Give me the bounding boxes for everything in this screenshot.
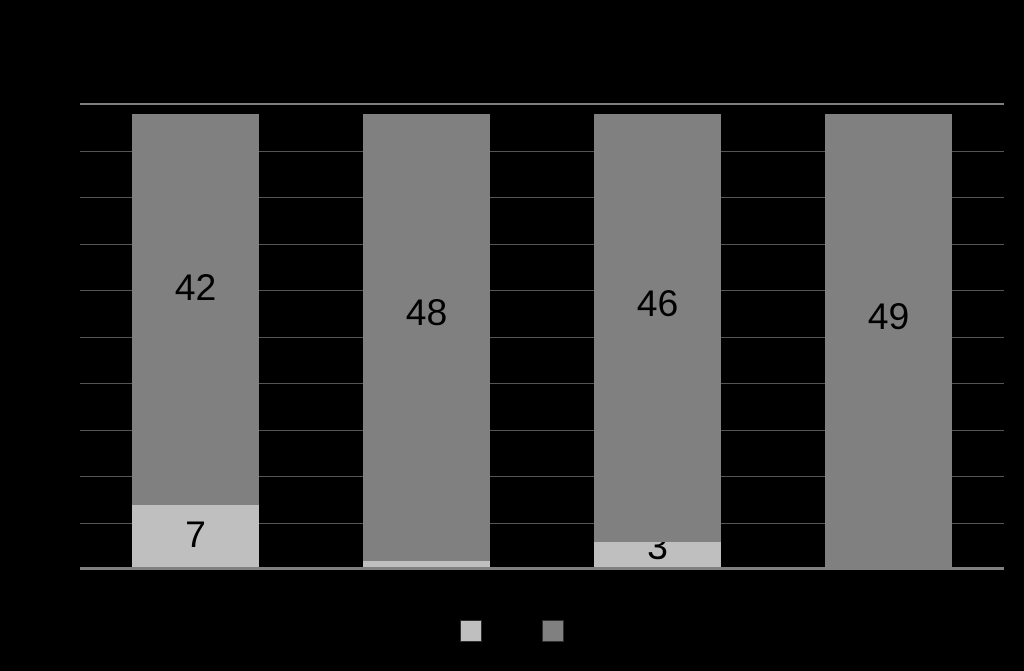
legend-item [460, 620, 482, 647]
bar-segment-s1 [132, 505, 259, 570]
legend [0, 620, 1024, 647]
bar: 148 [363, 114, 490, 570]
legend-swatch [460, 620, 482, 642]
plot-area: 742 148 346 049 [80, 105, 1004, 570]
bar: 346 [594, 114, 721, 570]
bar-segment-s2 [825, 114, 952, 570]
baseline [80, 567, 1004, 570]
plot-top-border [80, 103, 1004, 105]
chart-container: 742 148 346 049 [0, 0, 1024, 671]
bar-segment-s2 [363, 114, 490, 560]
bar: 742 [132, 114, 259, 570]
legend-swatch [542, 620, 564, 642]
legend-item [542, 620, 564, 647]
bar-segment-s2 [594, 114, 721, 542]
bar-segment-s1 [594, 542, 721, 570]
bar: 049 [825, 114, 952, 570]
bar-segment-s2 [132, 114, 259, 505]
